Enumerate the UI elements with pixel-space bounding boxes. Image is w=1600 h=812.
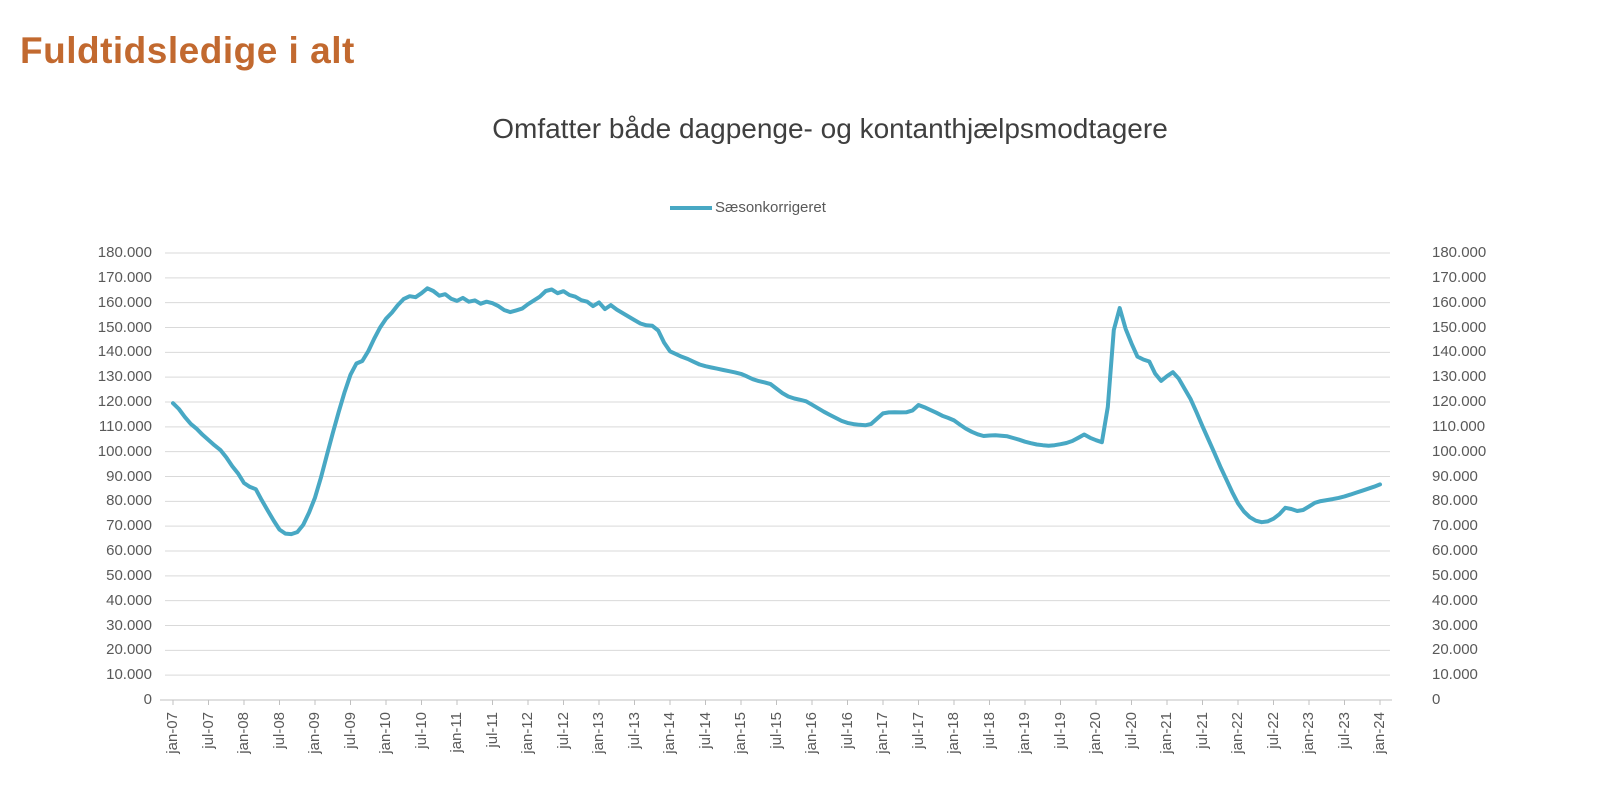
- x-axis-tick-label: jul-23: [1335, 712, 1353, 749]
- y-axis-tick-label-right: 30.000: [1432, 616, 1478, 634]
- x-axis-tick-label: jan-17: [874, 712, 891, 754]
- y-axis-tick-label-right: 110.000: [1432, 417, 1486, 435]
- y-axis-tick-label-left: 140.000: [97, 343, 152, 361]
- y-axis-tick-label-right: 20.000: [1432, 641, 1478, 659]
- y-axis-tick-label-left: 160.000: [97, 293, 152, 311]
- y-axis-tick-label-left: 130.000: [97, 368, 152, 386]
- y-axis-tick-label-left: 40.000: [106, 591, 152, 609]
- x-axis-tick-label: jan-22: [1229, 712, 1246, 754]
- page-title: Fuldtidsledige i alt: [20, 30, 355, 71]
- x-axis-tick-label: jan-15: [732, 712, 749, 754]
- x-axis-tick-label: jan-19: [1016, 712, 1033, 754]
- y-axis-tick-label-right: 90.000: [1432, 467, 1478, 485]
- legend: Sæsonkorrigeret: [670, 199, 826, 216]
- y-axis-tick-label-right: 10.000: [1432, 666, 1478, 684]
- x-axis-tick-label: jan-18: [945, 712, 962, 754]
- x-axis-tick-label: jan-07: [164, 712, 181, 754]
- x-axis-tick-label: jan-24: [1371, 712, 1388, 754]
- line-series-saesonkorrigeret: [171, 286, 1382, 537]
- y-axis-tick-label-right: 120.000: [1432, 393, 1487, 410]
- y-axis-tick-label-right: 0: [1432, 691, 1441, 708]
- x-axis-tick-label: jan-09: [306, 712, 323, 754]
- y-axis-tick-label-left: 90.000: [106, 467, 152, 485]
- x-axis-tick-label: jul-14: [696, 712, 714, 749]
- x-axis-tick-label: jul-16: [838, 712, 856, 749]
- y-axis-tick-label-left: 10.000: [106, 666, 152, 684]
- x-axis-tick-label: jul-11: [483, 712, 501, 748]
- y-axis-tick-label-left: 170.000: [97, 268, 152, 286]
- x-axis-tick-label: jul-22: [1264, 712, 1282, 749]
- x-axis-tick-label: jan-10: [377, 712, 394, 754]
- x-axis-tick-label: jan-23: [1300, 712, 1317, 754]
- legend-series-label: Sæsonkorrigeret: [715, 199, 826, 216]
- x-axis-tick-label: jul-12: [554, 712, 572, 749]
- y-axis-tick-label-left: 80.000: [106, 492, 152, 510]
- legend-line-marker-icon: [670, 205, 712, 210]
- y-axis-tick-label-left: 60.000: [106, 542, 152, 559]
- x-axis-tick-label: jul-15: [767, 712, 785, 749]
- chart-subtitle: Omfatter både dagpenge- og kontanthjælps…: [492, 113, 1168, 144]
- x-axis-tick-label: jul-21: [1193, 712, 1211, 749]
- x-axis-tick-label: jul-13: [625, 712, 643, 749]
- x-axis-tick-label: jan-16: [803, 712, 820, 754]
- y-axis-tick-label-right: 160.000: [1432, 293, 1487, 311]
- y-axis-tick-label-right: 60.000: [1432, 542, 1478, 559]
- x-axis-tick-label: jan-13: [590, 712, 607, 754]
- y-axis-tick-label-right: 70.000: [1432, 517, 1478, 535]
- x-axis-tick-label: jan-11: [448, 712, 465, 753]
- x-axis-tick-label: jan-21: [1158, 712, 1175, 754]
- y-axis-tick-label-left: 100.000: [97, 442, 152, 460]
- x-axis-tick-label: jul-07: [199, 712, 217, 749]
- y-axis-tick-label-right: 100.000: [1432, 442, 1487, 460]
- y-axis-tick-label-right: 180.000: [1432, 244, 1487, 261]
- y-axis-tick-label-right: 130.000: [1432, 368, 1487, 386]
- x-axis-tick-label: jul-09: [341, 712, 359, 749]
- y-axis-tick-label-left: 20.000: [106, 641, 152, 659]
- y-axis-tick-label-right: 80.000: [1432, 492, 1478, 510]
- y-axis-tick-label-left: 50.000: [106, 566, 152, 584]
- y-axis-tick-label-right: 50.000: [1432, 566, 1478, 584]
- y-axis-tick-label-right: 150.000: [1432, 318, 1487, 336]
- y-axis-tick-label-left: 0: [143, 691, 152, 708]
- y-axis-tick-label-left: 110.000: [98, 417, 152, 435]
- x-axis-tick-label: jan-14: [661, 712, 678, 754]
- y-axis-tick-label-right: 170.000: [1432, 268, 1487, 286]
- x-axis-tick-label: jan-08: [235, 712, 252, 754]
- x-axis-tick-label: jul-18: [980, 712, 998, 749]
- y-axis-tick-label-left: 70.000: [106, 517, 152, 535]
- y-axis-tick-label-right: 140.000: [1432, 343, 1487, 361]
- x-axis-tick-label: jan-12: [519, 712, 536, 754]
- x-axis-tick-label: jul-08: [270, 712, 288, 749]
- x-axis-tick-label: jul-10: [412, 712, 430, 749]
- x-axis-tick-label: jul-17: [909, 712, 927, 749]
- x-axis-tick-label: jul-20: [1122, 712, 1140, 749]
- y-axis-tick-label-left: 150.000: [97, 318, 152, 336]
- y-axis-tick-label-left: 180.000: [97, 244, 152, 261]
- y-axis-tick-label-left: 30.000: [106, 616, 152, 634]
- y-axis-tick-label-right: 40.000: [1432, 591, 1478, 609]
- x-axis-tick-label: jul-19: [1051, 712, 1069, 749]
- y-axis-tick-label-left: 120.000: [97, 393, 152, 410]
- x-axis-tick-label: jan-20: [1087, 712, 1104, 754]
